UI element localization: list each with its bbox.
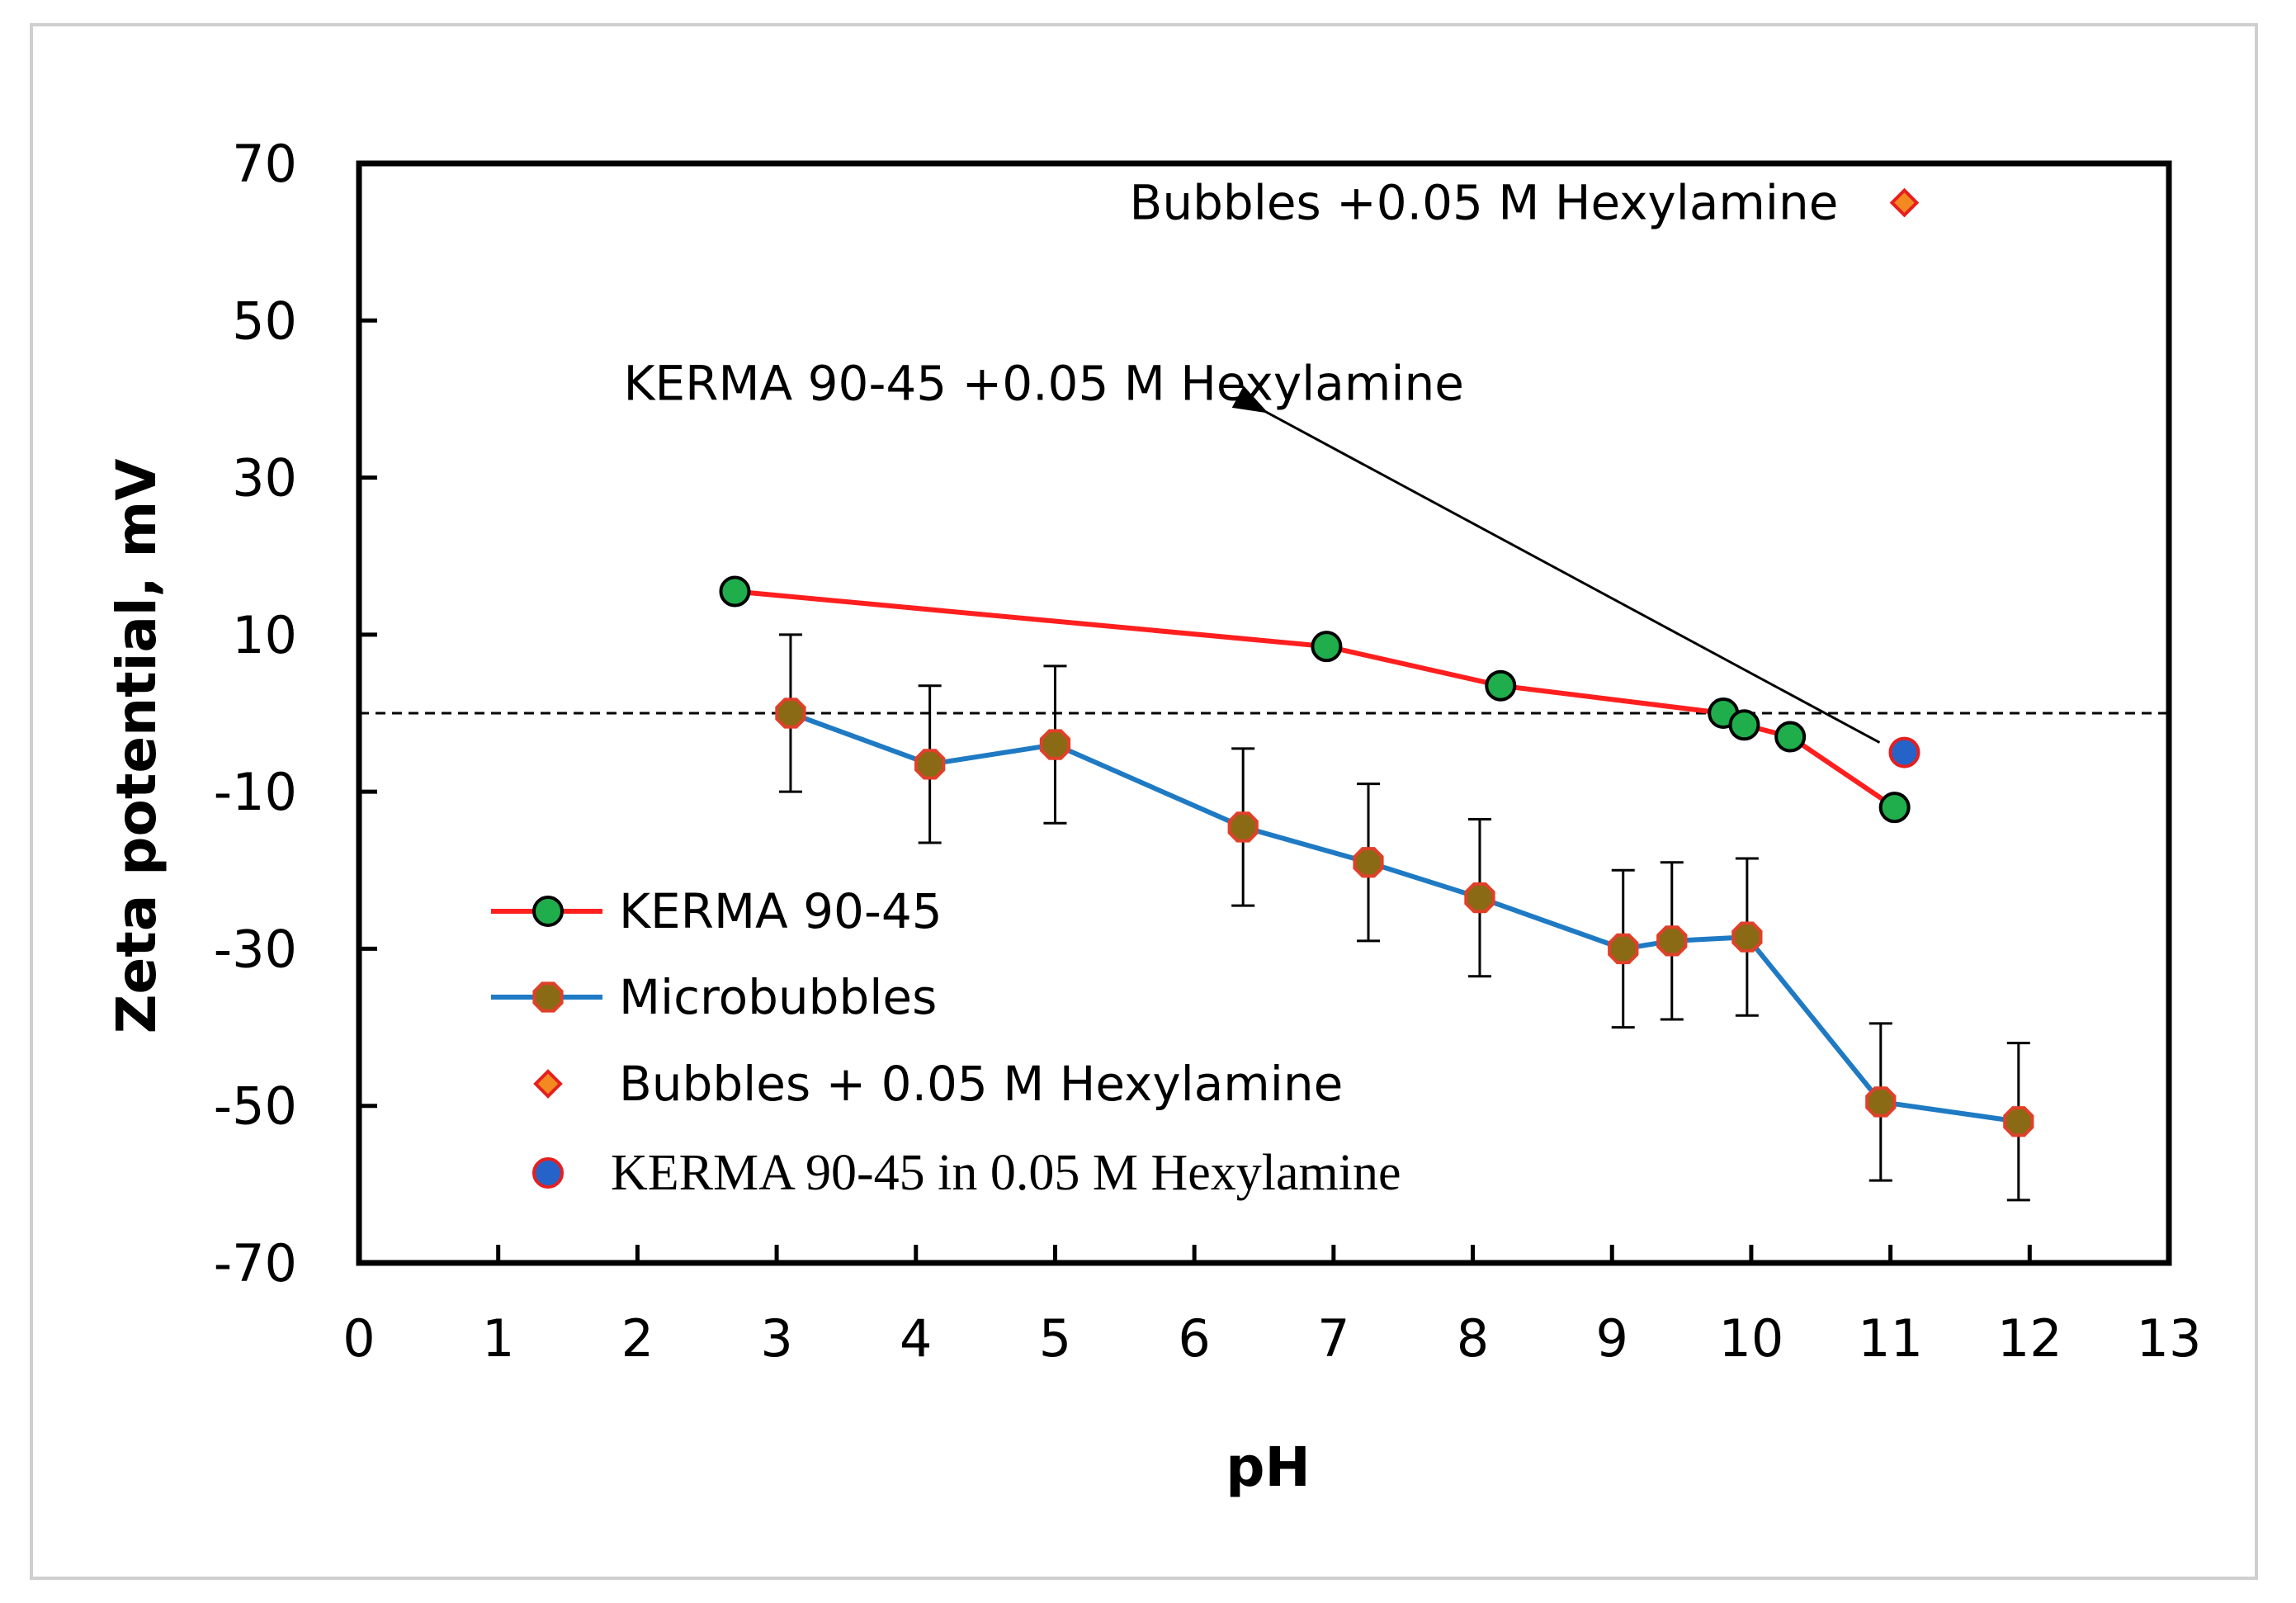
x-tick-label: 8 xyxy=(1457,1308,1489,1369)
data-point-series-0 xyxy=(1728,709,1760,741)
x-tick-label: 2 xyxy=(621,1308,654,1369)
legend-marker-3 xyxy=(532,1157,564,1189)
y-tick-label: -50 xyxy=(214,1076,297,1137)
x-tick-label: 0 xyxy=(343,1308,375,1369)
y-tick-label: 50 xyxy=(232,291,297,351)
annotation-arrow xyxy=(1231,385,1881,744)
data-point-series-1 xyxy=(1656,925,1688,957)
x-tick-label: 10 xyxy=(1718,1308,1783,1369)
data-point-series-1 xyxy=(1353,847,1384,878)
x-axis-label: pH xyxy=(1226,1435,1310,1499)
y-tick-label: -70 xyxy=(214,1233,297,1293)
series-markers xyxy=(719,575,2034,1137)
legend-marker-2 xyxy=(533,1069,563,1099)
x-tick-label: 11 xyxy=(1858,1308,1923,1369)
y-tick-label: -10 xyxy=(214,762,297,822)
data-point-series-1 xyxy=(1227,811,1259,843)
x-tick-label: 12 xyxy=(1997,1308,2062,1369)
x-tick-label: 4 xyxy=(900,1308,932,1369)
x-tick-label: 3 xyxy=(760,1308,792,1369)
annotation-kerma-hexylamine: KERMA 90-45 +0.05 M Hexylamine xyxy=(624,355,1464,411)
legend-label-2: Bubbles + 0.05 M Hexylamine xyxy=(619,1056,1343,1112)
data-point-series-0 xyxy=(1485,669,1517,702)
legend: KERMA 90-45 Microbubbles Bubbles + 0.05 M … xyxy=(491,883,1401,1201)
error-bars xyxy=(778,633,2030,1202)
data-point-series-3 xyxy=(1888,736,1920,768)
data-point-series-0 xyxy=(1311,631,1343,663)
legend-marker-0 xyxy=(532,896,564,927)
legend-label-3: KERMA 90-45 in 0.05 M Hexylamine xyxy=(611,1145,1401,1201)
data-point-series-1 xyxy=(1865,1086,1897,1118)
axes: 0 1 2 3 4 5 6 7 8 9 10 11 12 1370503010-10-30-50-70pH… xyxy=(105,134,2201,1499)
data-point-series-1 xyxy=(1464,882,1495,914)
x-tick-label: 6 xyxy=(1178,1308,1210,1369)
y-tick-label: 70 xyxy=(232,134,297,194)
data-point-series-1 xyxy=(1039,729,1071,760)
plot-frame xyxy=(356,160,2172,1266)
annotations: Bubbles +0.05 M Hexylamine KERMA 90-45 +0… xyxy=(624,175,1920,744)
y-tick-label: -30 xyxy=(214,919,297,979)
data-point-series-1 xyxy=(775,697,806,729)
x-tick-label: 5 xyxy=(1039,1308,1071,1369)
data-point-series-0 xyxy=(1774,721,1807,753)
y-axis-label: Zeta potential, mV xyxy=(105,459,168,1034)
y-tick-label: 10 xyxy=(232,605,297,665)
annotation-bubbles-hexylamine: Bubbles +0.05 M Hexylamine xyxy=(1130,175,1839,231)
x-tick-label: 9 xyxy=(1596,1308,1628,1369)
x-tick-label: 13 xyxy=(2137,1308,2202,1369)
data-point-series-1 xyxy=(2003,1106,2034,1137)
legend-marker-1 xyxy=(532,981,564,1013)
legend-label-0: KERMA 90-45 xyxy=(619,883,942,939)
x-tick-label: 7 xyxy=(1317,1308,1349,1369)
data-point-series-1 xyxy=(1731,921,1763,953)
data-point-series-1 xyxy=(1608,933,1639,965)
data-point-series-1 xyxy=(914,749,946,780)
data-point-series-0 xyxy=(719,575,751,608)
annotation-diamond-marker xyxy=(1889,187,1920,218)
x-tick-label: 1 xyxy=(482,1308,514,1369)
data-point-series-0 xyxy=(1878,792,1911,824)
legend-label-1: Microbubbles xyxy=(619,969,937,1025)
y-tick-label: 30 xyxy=(232,448,297,508)
